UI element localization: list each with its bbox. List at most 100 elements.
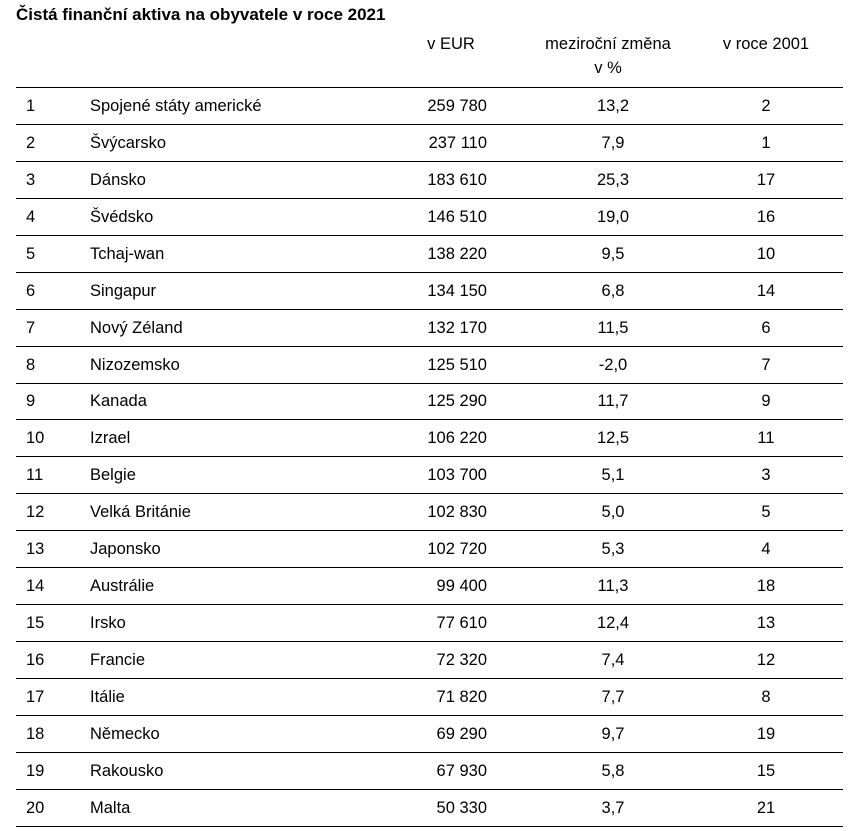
eur-value-cell: 237 110: [375, 124, 527, 162]
table-row: 2 Švýcarsko 237 110 7,9 1: [16, 124, 843, 162]
rank-2001-cell: 4: [689, 530, 843, 569]
rank-2001-cell: 9: [689, 383, 843, 421]
eur-value-cell: 102 830: [375, 493, 527, 532]
rank-cell: 4: [16, 198, 90, 236]
table-row: 5 Tchaj-wan 138 220 9,5 10: [16, 235, 843, 273]
table-body: 1 Spojené státy americké 259 780 13,2 2 2 Švýc…: [16, 87, 843, 827]
rank-cell: 2: [16, 124, 90, 162]
country-cell: Malta: [90, 789, 375, 827]
rank-2001-cell: 6: [689, 309, 843, 347]
rank-2001-cell: 7: [689, 346, 843, 384]
eur-value-cell: 102 720: [375, 530, 527, 569]
rank-cell: 3: [16, 161, 90, 199]
yoy-change-cell: 19,0: [527, 198, 689, 236]
rank-2001-cell: 17: [689, 161, 843, 199]
yoy-change-cell: 13,2: [527, 87, 689, 125]
rank-2001-cell: 10: [689, 235, 843, 273]
rank-2001-cell: 18: [689, 567, 843, 606]
page-title: Čistá finanční aktiva na obyvatele v roc…: [16, 5, 386, 24]
eur-value-cell: 138 220: [375, 235, 527, 273]
eur-value-cell: 134 150: [375, 272, 527, 310]
eur-value-cell: 106 220: [375, 419, 527, 458]
country-cell: Francie: [90, 641, 375, 679]
rank-cell: 10: [16, 419, 90, 458]
yoy-change-cell: -2,0: [527, 346, 689, 384]
rank-cell: 16: [16, 641, 90, 679]
rank-cell: 19: [16, 752, 90, 790]
rank-2001-cell: 14: [689, 272, 843, 310]
eur-value-cell: 132 170: [375, 309, 527, 347]
table-row: 10 Izrael 106 220 12,5 11: [16, 419, 843, 458]
rank-2001-cell: 16: [689, 198, 843, 236]
eur-value-cell: 103 700: [375, 456, 527, 495]
rank-2001-cell: 5: [689, 493, 843, 532]
country-cell: Německo: [90, 715, 375, 753]
yoy-change-cell: 7,7: [527, 678, 689, 716]
table-row: 15 Irsko 77 610 12,4 13: [16, 604, 843, 643]
header-change-label-line1: meziroční změna: [545, 35, 671, 53]
country-cell: Rakousko: [90, 752, 375, 790]
country-cell: Švýcarsko: [90, 124, 375, 162]
table-row: 20 Malta 50 330 3,7 21: [16, 789, 843, 827]
eur-value-cell: 183 610: [375, 161, 527, 199]
country-cell: Tchaj-wan: [90, 235, 375, 273]
table-row: 6 Singapur 134 150 6,8 14: [16, 272, 843, 310]
yoy-change-cell: 5,1: [527, 456, 689, 495]
table-header: v EUR meziroční změna v % v roce 2001: [16, 30, 843, 88]
table-row: 8 Nizozemsko 125 510 -2,0 7: [16, 346, 843, 384]
rank-cell: 18: [16, 715, 90, 753]
yoy-change-cell: 25,3: [527, 161, 689, 199]
table-row: 11 Belgie 103 700 5,1 3: [16, 456, 843, 495]
eur-value-cell: 77 610: [375, 604, 527, 643]
header-2001: v roce 2001: [689, 30, 843, 88]
rank-cell: 15: [16, 604, 90, 643]
country-cell: Austrálie: [90, 567, 375, 606]
rank-cell: 12: [16, 493, 90, 532]
yoy-change-cell: 12,5: [527, 419, 689, 458]
header-eur-label: v EUR: [427, 35, 475, 53]
country-cell: Itálie: [90, 678, 375, 716]
eur-value-cell: 125 510: [375, 346, 527, 384]
country-cell: Švédsko: [90, 198, 375, 236]
rank-cell: 1: [16, 87, 90, 125]
eur-value-cell: 125 290: [375, 383, 527, 421]
table-row: 16 Francie 72 320 7,4 12: [16, 641, 843, 679]
country-cell: Singapur: [90, 272, 375, 310]
rank-2001-cell: 13: [689, 604, 843, 643]
table-row: 7 Nový Zéland 132 170 11,5 6: [16, 309, 843, 347]
header-eur: v EUR: [375, 30, 527, 88]
eur-value-cell: 99 400: [375, 567, 527, 606]
rank-2001-cell: 12: [689, 641, 843, 679]
yoy-change-cell: 7,4: [527, 641, 689, 679]
eur-value-cell: 67 930: [375, 752, 527, 790]
country-cell: Belgie: [90, 456, 375, 495]
rank-2001-cell: 21: [689, 789, 843, 827]
rank-cell: 14: [16, 567, 90, 606]
rank-2001-cell: 8: [689, 678, 843, 716]
header-row: v EUR meziroční změna v % v roce 2001: [16, 30, 843, 88]
eur-value-cell: 71 820: [375, 678, 527, 716]
table-row: 4 Švédsko 146 510 19,0 16: [16, 198, 843, 236]
yoy-change-cell: 7,9: [527, 124, 689, 162]
rank-cell: 5: [16, 235, 90, 273]
table-row: 1 Spojené státy americké 259 780 13,2 2: [16, 87, 843, 125]
table-row: 9 Kanada 125 290 11,7 9: [16, 383, 843, 421]
eur-value-cell: 146 510: [375, 198, 527, 236]
country-cell: Japonsko: [90, 530, 375, 569]
rank-cell: 8: [16, 346, 90, 384]
eur-value-cell: 69 290: [375, 715, 527, 753]
rank-cell: 9: [16, 383, 90, 421]
table-row: 19 Rakousko 67 930 5,8 15: [16, 752, 843, 790]
yoy-change-cell: 9,5: [527, 235, 689, 273]
yoy-change-cell: 11,7: [527, 383, 689, 421]
country-cell: Izrael: [90, 419, 375, 458]
yoy-change-cell: 3,7: [527, 789, 689, 827]
table-row: 12 Velká Británie 102 830 5,0 5: [16, 493, 843, 532]
yoy-change-cell: 12,4: [527, 604, 689, 643]
rank-cell: 13: [16, 530, 90, 569]
yoy-change-cell: 5,0: [527, 493, 689, 532]
yoy-change-cell: 6,8: [527, 272, 689, 310]
header-2001-label: v roce 2001: [722, 35, 810, 53]
rank-cell: 6: [16, 272, 90, 310]
table-row: 3 Dánsko 183 610 25,3 17: [16, 161, 843, 199]
